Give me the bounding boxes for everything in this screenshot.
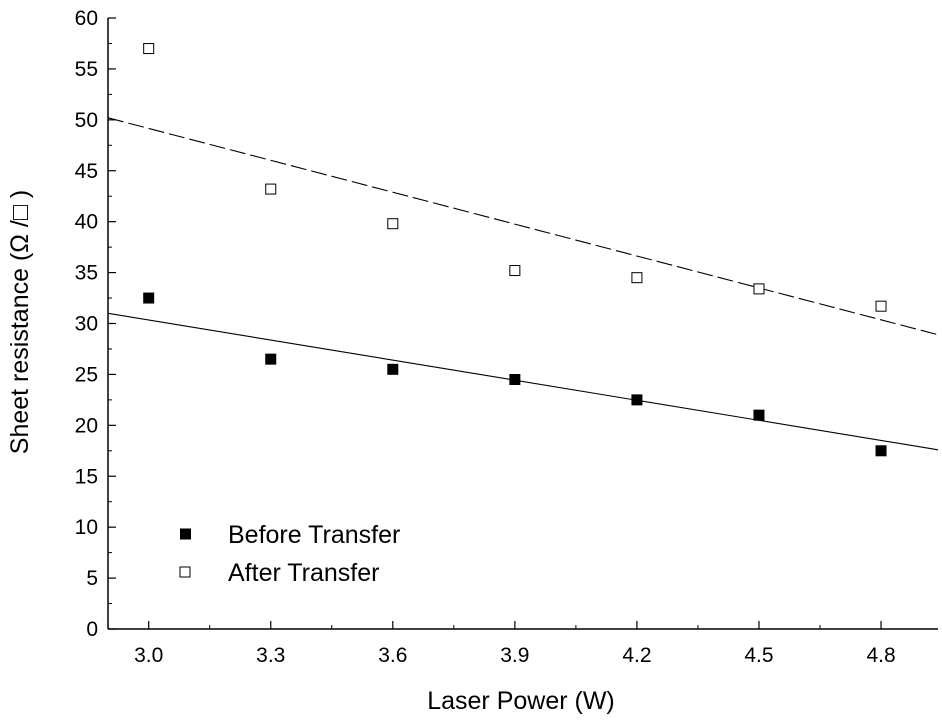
- y-tick-label: 50: [75, 109, 98, 132]
- data-point-before: [753, 409, 765, 421]
- legend-label: After Transfer: [228, 559, 379, 587]
- x-tick-label: 4.2: [622, 644, 651, 667]
- y-tick-label: 55: [75, 58, 98, 81]
- legend-label: Before Transfer: [228, 521, 400, 549]
- data-point-after: [631, 272, 643, 284]
- y-tick-label: 60: [75, 7, 98, 30]
- y-tick-label: 10: [75, 516, 98, 539]
- y-tick-label: 40: [75, 211, 98, 234]
- data-point-before: [509, 374, 521, 386]
- data-point-after: [753, 283, 765, 295]
- fit-line-after: [107, 117, 939, 336]
- data-points: [143, 43, 887, 457]
- data-point-before: [265, 353, 277, 365]
- y-tick-label: 20: [75, 414, 98, 437]
- data-point-after: [143, 43, 155, 55]
- x-axis-title: Laser Power (W): [427, 687, 615, 715]
- data-point-after: [509, 265, 521, 277]
- y-tick-label: 45: [75, 160, 98, 183]
- y-tick-label: 5: [86, 567, 98, 590]
- y-tick-label: 35: [75, 262, 98, 285]
- y-tick-label: 15: [75, 465, 98, 488]
- data-point-before: [875, 445, 887, 457]
- y-tick-label: 25: [75, 363, 98, 386]
- legend: Before Transfer After Transfer: [179, 521, 400, 587]
- y-tick-label: 0: [86, 618, 98, 641]
- x-tick-label: 4.5: [744, 644, 773, 667]
- x-tick-label: 3.3: [256, 644, 285, 667]
- y-tick-label: 30: [75, 313, 98, 336]
- legend-marker-before: [180, 528, 191, 540]
- x-tick-label: 3.0: [134, 644, 163, 667]
- x-tick-label: 3.6: [378, 644, 407, 667]
- x-tick-label: 3.9: [500, 644, 529, 667]
- data-point-before: [143, 292, 155, 304]
- data-point-after: [265, 183, 277, 195]
- fit-lines: [107, 117, 939, 451]
- y-axis-title: Sheet resistance (Ω /□ ): [6, 190, 34, 454]
- data-point-after: [387, 218, 399, 230]
- data-point-before: [387, 363, 399, 375]
- fit-line-before: [107, 312, 939, 451]
- legend-marker-after: [179, 566, 191, 578]
- x-tick-label: 4.8: [866, 644, 895, 667]
- data-point-before: [631, 394, 643, 406]
- axes: 0 5 10 15 20 25 30 35 40 45 50 55 60 3.0 3.3 3.6 3.9 4.2 4…: [75, 7, 938, 667]
- data-point-after: [875, 300, 887, 312]
